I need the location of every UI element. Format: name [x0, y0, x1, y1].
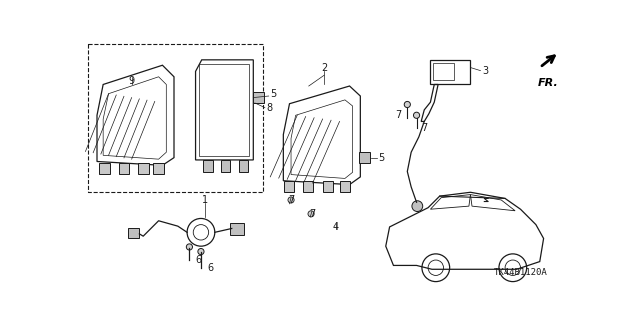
Text: FR.: FR. [538, 78, 558, 88]
Circle shape [198, 249, 204, 255]
Text: TK44B1120A: TK44B1120A [493, 268, 547, 277]
Bar [230, 223, 244, 235]
Bar [200, 64, 250, 156]
Bar [118, 163, 129, 174]
Bar [128, 228, 140, 238]
Bar [221, 160, 230, 172]
Text: 7: 7 [289, 195, 295, 205]
Bar [303, 182, 314, 192]
Text: 6: 6 [207, 263, 213, 273]
Text: 8: 8 [266, 103, 273, 113]
Text: 5: 5 [378, 152, 384, 163]
Bar [431, 60, 470, 85]
Bar [284, 182, 294, 192]
Text: 4: 4 [333, 222, 339, 232]
Text: 3: 3 [482, 66, 488, 76]
Bar [138, 163, 148, 174]
Text: 7: 7 [395, 110, 401, 120]
Text: 6: 6 [196, 255, 202, 265]
Bar [88, 44, 262, 192]
Circle shape [413, 112, 420, 118]
Circle shape [308, 211, 314, 217]
Bar [204, 160, 212, 172]
Bar [239, 160, 248, 172]
Bar [99, 163, 110, 174]
Bar [340, 182, 349, 192]
Bar [153, 163, 164, 174]
Text: 9: 9 [129, 76, 134, 85]
Bar [323, 182, 333, 192]
Circle shape [404, 101, 410, 108]
Text: 7: 7 [421, 122, 428, 133]
Circle shape [186, 244, 193, 250]
Circle shape [412, 201, 422, 211]
Bar [433, 63, 454, 80]
Text: 1: 1 [202, 195, 208, 205]
Text: 7: 7 [310, 209, 316, 219]
Bar [253, 92, 264, 103]
Text: 2: 2 [321, 63, 327, 72]
Text: 5: 5 [270, 89, 276, 99]
Bar [359, 152, 369, 163]
Circle shape [288, 197, 294, 203]
